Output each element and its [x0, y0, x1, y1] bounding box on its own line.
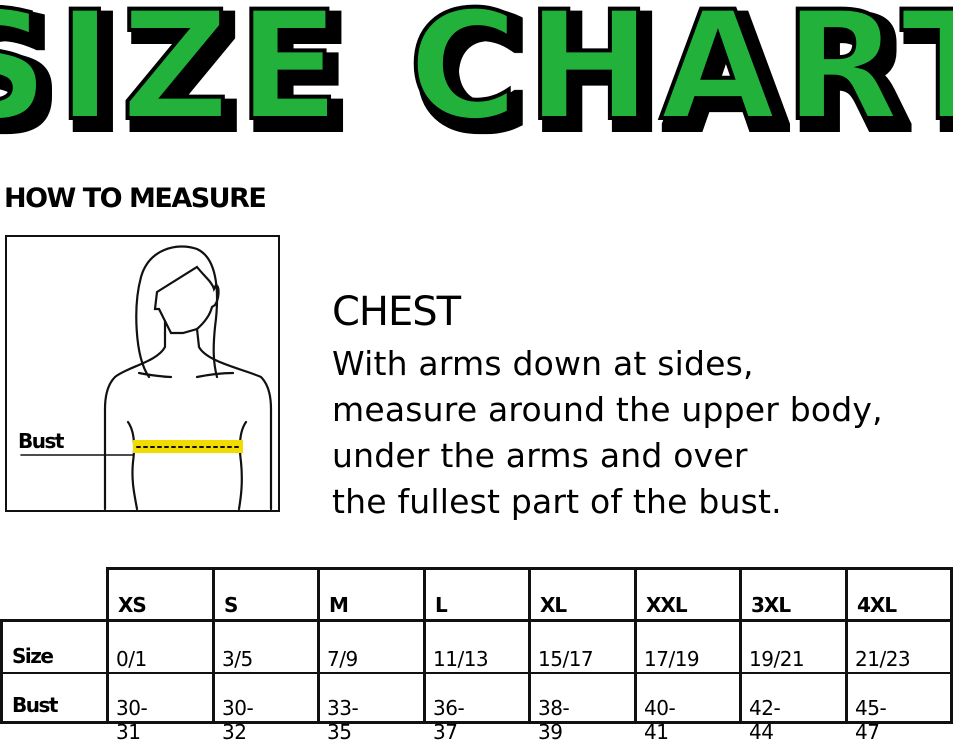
column-header: L — [435, 593, 448, 617]
table-cell: 36-37 — [433, 696, 465, 744]
instruction-line: measure around the upper body, — [332, 390, 883, 429]
table-cell: 19/21 — [749, 647, 805, 671]
table-cell: 11/13 — [433, 647, 489, 671]
table-grid-line — [950, 567, 953, 724]
title-text: SIZE CHART — [0, 0, 953, 136]
table-cell: 7/9 — [327, 647, 358, 671]
size-chart-title: SIZE CHART — [0, 0, 953, 156]
table-grid-line — [0, 619, 953, 622]
woman-figure-icon — [20, 245, 273, 511]
table-cell: 15/17 — [538, 647, 594, 671]
table-grid-line — [845, 567, 848, 724]
table-grid-line — [317, 567, 320, 724]
table-cell: 0/1 — [116, 647, 147, 671]
table-cell: 3/5 — [222, 647, 253, 671]
table-cell: 42-44 — [749, 696, 781, 744]
table-grid-line — [106, 567, 109, 724]
table-cell: 45-47 — [855, 696, 887, 744]
bust-label: Bust — [18, 429, 64, 453]
table-cell: 38-39 — [538, 696, 570, 744]
table-grid-line — [634, 567, 637, 724]
table-cell: 17/19 — [644, 647, 700, 671]
instruction-line: the fullest part of the bust. — [332, 482, 782, 521]
column-header: 3XL — [751, 593, 791, 617]
row-label: Size — [12, 644, 54, 668]
table-grid-line — [528, 567, 531, 724]
instruction-line: under the arms and over — [332, 436, 748, 475]
table-grid-line — [739, 567, 742, 724]
column-header: XS — [118, 593, 147, 617]
table-cell: 30-32 — [222, 696, 254, 744]
row-label: Bust — [12, 693, 58, 717]
instruction-line: With arms down at sides, — [332, 344, 754, 383]
table-grid-line — [0, 721, 953, 724]
table-grid-line — [0, 619, 3, 724]
chest-instructions: With arms down at sides, measure around … — [332, 341, 883, 525]
column-header: S — [224, 593, 238, 617]
column-header: 4XL — [857, 593, 897, 617]
table-cell: 30-31 — [116, 696, 148, 744]
column-header: M — [329, 593, 349, 617]
table-cell: 21/23 — [855, 647, 911, 671]
table-cell: 40-41 — [644, 696, 676, 744]
column-header: XL — [540, 593, 567, 617]
table-grid-line — [212, 567, 215, 724]
table-grid-line — [0, 672, 953, 674]
table-grid-line — [423, 567, 426, 724]
chest-heading: CHEST — [332, 289, 461, 335]
how-to-measure-heading: HOW TO MEASURE — [4, 183, 267, 214]
table-cell: 33-35 — [327, 696, 359, 744]
measurement-illustration: Bust — [5, 235, 280, 512]
column-header: XXL — [646, 593, 688, 617]
